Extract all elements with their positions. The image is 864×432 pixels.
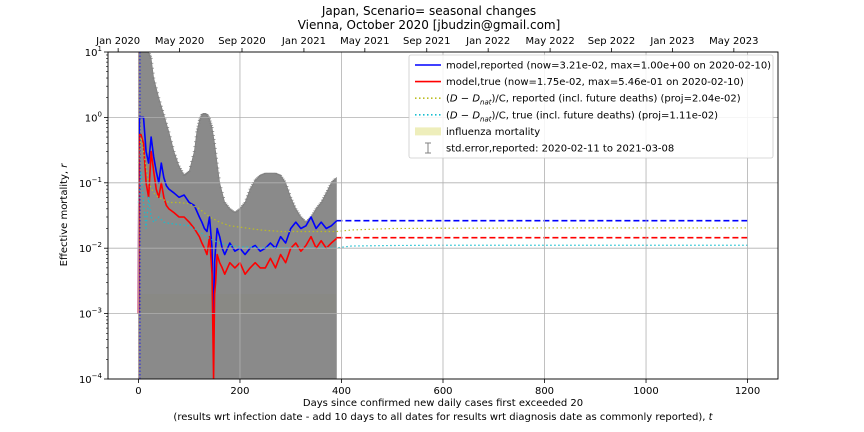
y-tick-base: 10 xyxy=(85,113,98,124)
legend-label-part: D − D xyxy=(450,110,480,121)
top-axis-label: May 2020 xyxy=(155,36,204,47)
top-axis-label: Jan 2020 xyxy=(95,36,140,47)
x-tick-label: 1000 xyxy=(633,386,658,397)
x-tick-label: 400 xyxy=(332,386,351,397)
legend-label: std.error,reported: 2020-02-11 to 2021-0… xyxy=(446,144,674,155)
legend-label-part: ( xyxy=(446,94,450,105)
y-tick-base: 10 xyxy=(79,375,92,386)
legend-box xyxy=(408,54,774,159)
legend-label-part: nat xyxy=(480,99,492,107)
x-axis-label-line2-text: (results wrt infection date - add 10 day… xyxy=(173,412,708,423)
plot-clipped-group xyxy=(136,52,748,379)
y-tick-label: 100 xyxy=(85,110,102,124)
x-tick-label: 800 xyxy=(535,386,554,397)
x-tick-label: 1200 xyxy=(735,386,760,397)
x-tick-label: 200 xyxy=(230,386,249,397)
std-error-envelope xyxy=(138,52,337,379)
y-tick-label: 10−3 xyxy=(79,307,102,321)
y-tick-base: 10 xyxy=(79,310,92,321)
y-tick-base: 10 xyxy=(79,244,92,255)
y-axis-label: Effective mortality, r xyxy=(59,163,70,267)
series-line-0 xyxy=(137,116,337,349)
top-axis-label: May 2022 xyxy=(525,36,574,47)
x-axis-label-line1: Days since confirmed new daily cases fir… xyxy=(303,398,583,409)
series-line-4 xyxy=(137,136,748,233)
y-tick-exponent: 0 xyxy=(98,110,102,118)
x-axis-label-line2: (results wrt infection date - add 10 day… xyxy=(173,412,713,423)
top-axis-label: Jan 2022 xyxy=(465,36,510,47)
y-tick-exponent: −2 xyxy=(92,241,102,249)
x-axis-label-t: t xyxy=(709,412,714,423)
top-axis-label: Sep 2020 xyxy=(218,36,265,47)
legend-label-part: )/C, true (incl. future deaths) (proj=1.… xyxy=(492,110,719,121)
y-tick-base: 10 xyxy=(85,48,98,59)
legend-label-part: D − D xyxy=(450,94,480,105)
chart-subtitle: Vienna, October 2020 [jbudzin@gmail.com] xyxy=(298,18,561,32)
legend-label: model,reported (now=3.21e-02, max=1.00e+… xyxy=(446,61,771,72)
y-tick-label: 10−4 xyxy=(79,372,103,386)
plot-area xyxy=(108,51,778,380)
y-tick-exponent: 1 xyxy=(98,45,102,53)
y-axis-label-r: r xyxy=(59,163,70,168)
y-tick-label: 101 xyxy=(85,45,102,59)
legend-label: (D − Dnat)/C, reported (incl. future dea… xyxy=(446,94,741,107)
x-tick-label: 600 xyxy=(433,386,452,397)
x-tick-label: 0 xyxy=(135,386,141,397)
top-axis-label: May 2021 xyxy=(340,36,389,47)
legend-label: model,true (now=1.75e-02, max=5.46e-01 o… xyxy=(446,77,744,88)
top-axis-label: Sep 2021 xyxy=(403,36,450,47)
legend: model,reported (now=3.21e-02, max=1.00e+… xyxy=(408,54,774,159)
legend-label-part: ( xyxy=(446,110,450,121)
top-axis-label: Jan 2023 xyxy=(649,36,694,47)
y-axis-label-text: Effective mortality, xyxy=(59,168,70,267)
top-axis-label: May 2023 xyxy=(709,36,758,47)
y-tick-label: 10−2 xyxy=(79,241,102,255)
legend-handle-patch xyxy=(415,127,441,136)
top-axis-label: Sep 2022 xyxy=(588,36,635,47)
std-error-caps xyxy=(136,52,337,223)
y-tick-label: 10−1 xyxy=(79,176,102,190)
y-tick-base: 10 xyxy=(79,179,92,190)
y-tick-exponent: −3 xyxy=(92,307,102,315)
legend-label-part: nat xyxy=(480,115,492,123)
legend-label: (D − Dnat)/C, true (incl. future deaths)… xyxy=(446,110,718,123)
y-tick-exponent: −1 xyxy=(92,176,102,184)
legend-label: influenza mortality xyxy=(446,127,540,138)
legend-label-part: )/C, reported (incl. future deaths) (pro… xyxy=(492,94,741,105)
top-axis-label: Jan 2021 xyxy=(281,36,326,47)
y-tick-exponent: −4 xyxy=(92,372,103,380)
chart-title: Japan, Scenario= seasonal changes xyxy=(321,4,536,18)
